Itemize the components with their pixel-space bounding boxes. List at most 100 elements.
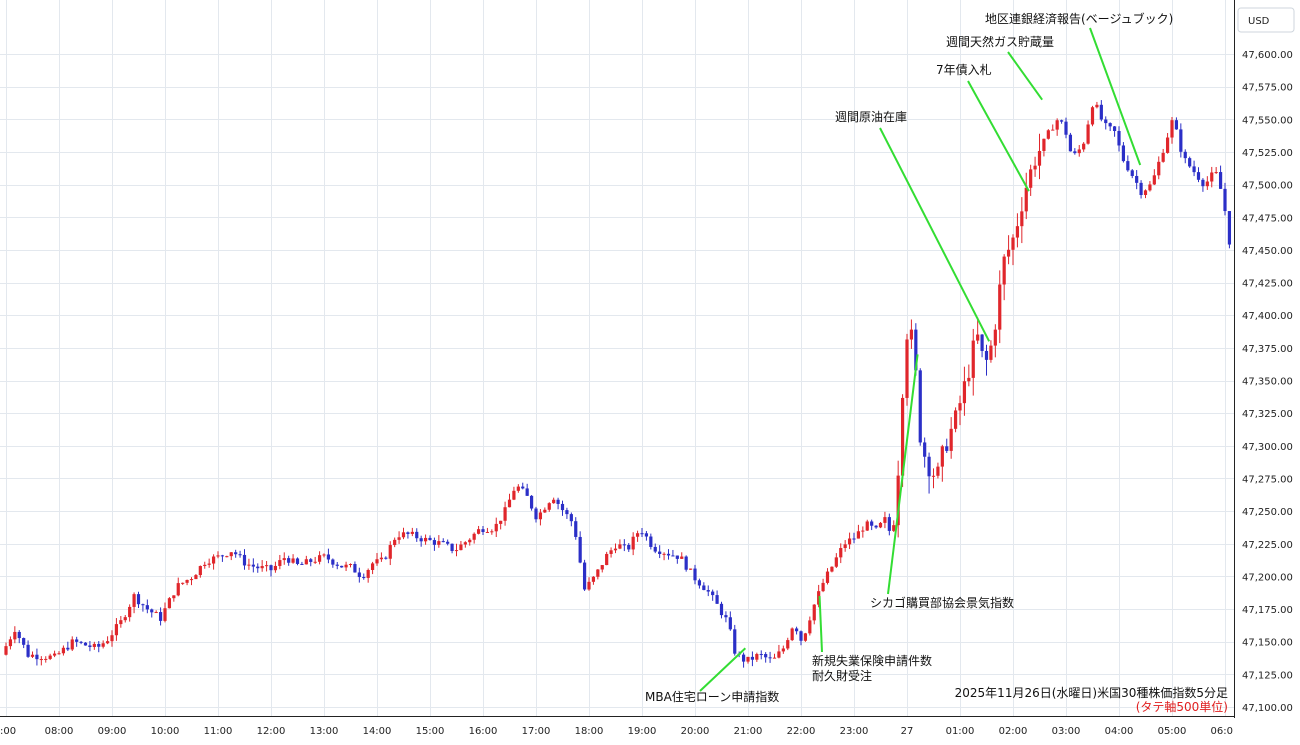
candle-body (264, 565, 269, 567)
candle-body (211, 556, 216, 564)
candle-body (1059, 120, 1064, 122)
candle-body (728, 617, 732, 630)
candle-body (790, 628, 794, 641)
candle-body (432, 540, 437, 545)
candle-body (984, 350, 989, 360)
x-tick-label: :00 (0, 726, 16, 737)
candle-body (344, 564, 348, 568)
currency-badge[interactable] (1237, 7, 1295, 33)
y-tick-label: 47,200.00 (1242, 572, 1293, 583)
candle-body (525, 488, 529, 496)
candle-body (48, 655, 52, 659)
candle-body (534, 508, 538, 520)
annotation-leader (879, 127, 991, 342)
candle-body (185, 579, 189, 583)
candle-body (719, 603, 724, 616)
candle-body (278, 560, 282, 566)
candle-body (1157, 161, 1161, 176)
candle-body (786, 640, 790, 649)
candle-body (366, 569, 370, 578)
candle-body (706, 590, 710, 592)
candle-body (715, 595, 719, 604)
candle-body (13, 631, 17, 640)
candle-body (225, 556, 229, 558)
candle-body (172, 595, 176, 599)
candle-body (459, 544, 463, 551)
candle-body (269, 565, 273, 571)
y-tick-label: 47,375.00 (1242, 344, 1293, 355)
candle-body (75, 639, 79, 642)
candle-body (207, 563, 211, 565)
candle-body (1037, 150, 1042, 166)
x-tick-label: 19:00 (628, 726, 657, 737)
annotation-jobless-claims: 新規失業保険申請件数 (812, 653, 932, 668)
candle-body (340, 565, 344, 568)
candle-body (1068, 134, 1073, 152)
candle-body (896, 475, 900, 526)
candle-body (565, 510, 569, 515)
y-tick-label: 47,575.00 (1242, 83, 1293, 94)
candle-body (582, 562, 587, 590)
candle-body (799, 631, 803, 641)
candle-body (1104, 119, 1108, 124)
candle-body (167, 598, 172, 609)
candle-body (88, 645, 92, 647)
candle-body (300, 563, 304, 565)
candle-body (176, 583, 180, 596)
candle-body (393, 539, 397, 546)
candle-body (759, 654, 763, 656)
candle-body (613, 548, 618, 551)
candle-body (52, 653, 57, 656)
candle-body (600, 565, 604, 570)
candle-body (1042, 138, 1046, 151)
annotation-chicago-pmi: シカゴ購買部協会景気指数 (870, 595, 1014, 610)
candle-body (909, 329, 914, 340)
y-tick-label: 47,300.00 (1242, 442, 1293, 453)
x-tick-label: 01:00 (946, 726, 975, 737)
annotation-crude-inventory: 週間原油在庫 (835, 110, 907, 124)
candle-body (1126, 161, 1130, 171)
candle-body (110, 635, 114, 642)
candle-body (145, 605, 149, 610)
annotation-leader (818, 595, 823, 653)
candle-body (733, 629, 737, 654)
candle-body (17, 631, 21, 639)
candle-body (680, 556, 684, 559)
candle-body (419, 538, 423, 542)
candle-body (234, 552, 238, 555)
candle-body (256, 566, 260, 569)
candle-body (649, 536, 653, 547)
candle-body (843, 544, 847, 549)
candle-body (746, 656, 750, 662)
candle-body (1112, 126, 1117, 131)
candle-body (388, 545, 392, 559)
x-tick-label: 08:00 (45, 726, 74, 737)
candle-body (640, 533, 644, 535)
candle-body (936, 466, 940, 476)
candle-body (260, 566, 264, 569)
candle-body (1082, 143, 1086, 150)
candle-body (1011, 237, 1015, 250)
candle-body (1077, 149, 1081, 154)
candle-body (485, 531, 490, 533)
y-tick-label: 47,225.00 (1242, 540, 1293, 551)
candle-body (1179, 129, 1183, 152)
candle-body (92, 643, 96, 647)
candle-body (507, 499, 512, 508)
candle-body (22, 638, 26, 645)
candle-body (666, 553, 671, 556)
y-tick-label: 47,550.00 (1242, 115, 1293, 126)
x-tick-label: 05:00 (1158, 726, 1187, 737)
candle-body (1051, 129, 1055, 131)
candle-body (1196, 172, 1201, 180)
candle-body (70, 639, 74, 650)
candle-body (1099, 104, 1103, 120)
candle-body (1024, 187, 1028, 212)
candle-body (900, 397, 905, 476)
candle-body (949, 428, 953, 451)
x-tick-label: 18:00 (575, 726, 604, 737)
candle-body (516, 486, 520, 491)
candle-body (247, 564, 251, 566)
candle-body (605, 553, 609, 566)
